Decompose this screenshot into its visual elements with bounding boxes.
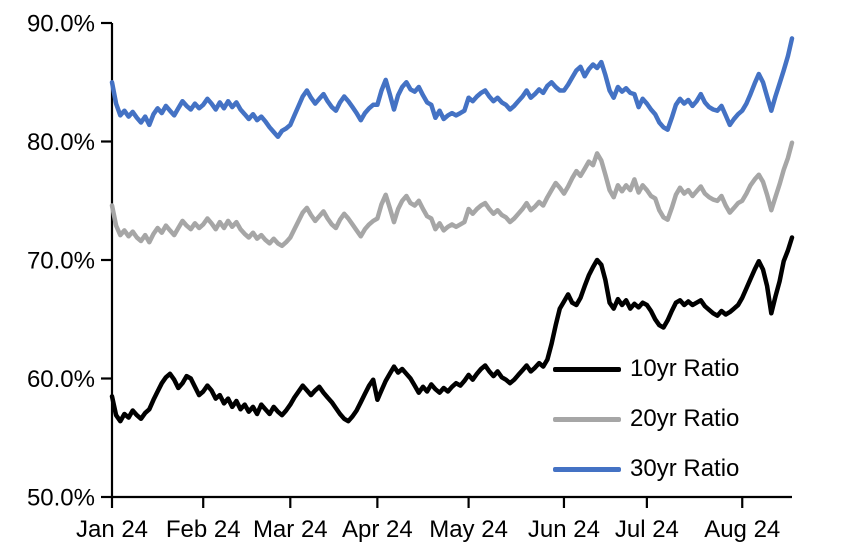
svg-text:Jun 24: Jun 24 (528, 516, 600, 543)
legend-item-20yr-ratio: 20yr Ratio (553, 394, 739, 444)
legend-item-10yr-ratio: 10yr Ratio (553, 344, 739, 394)
svg-text:Jan 24: Jan 24 (76, 516, 148, 543)
svg-text:60.0%: 60.0% (27, 366, 95, 393)
svg-text:50.0%: 50.0% (27, 485, 95, 512)
svg-text:90.0%: 90.0% (27, 11, 95, 38)
svg-text:Jul 24: Jul 24 (615, 516, 679, 543)
legend-label-20yr-ratio: 20yr Ratio (630, 405, 740, 432)
svg-text:Aug 24: Aug 24 (704, 516, 780, 543)
legend-item-30yr-ratio: 30yr Ratio (553, 444, 739, 494)
svg-text:70.0%: 70.0% (27, 248, 95, 275)
legend: 10yr Ratio 20yr Ratio 30yr Ratio (553, 344, 739, 494)
svg-text:80.0%: 80.0% (27, 129, 95, 156)
svg-text:May 24: May 24 (429, 516, 508, 543)
svg-text:Apr 24: Apr 24 (342, 516, 413, 543)
legend-swatch-20yr-ratio (553, 416, 621, 422)
svg-text:Mar 24: Mar 24 (253, 516, 328, 543)
legend-swatch-30yr-ratio (553, 466, 621, 472)
legend-label-30yr-ratio: 30yr Ratio (630, 455, 740, 482)
svg-text:Feb 24: Feb 24 (166, 516, 241, 543)
legend-label-10yr-ratio: 10yr Ratio (630, 355, 740, 382)
legend-swatch-10yr-ratio (553, 366, 621, 372)
